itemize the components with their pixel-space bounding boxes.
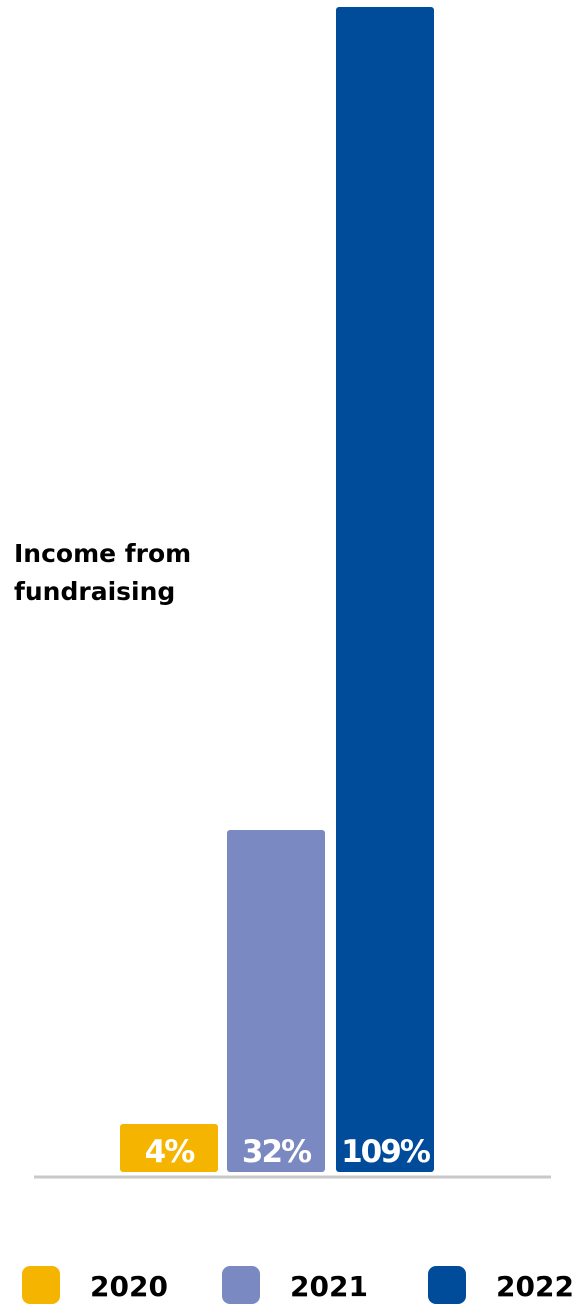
legend-label-2021: 2021 xyxy=(290,1270,368,1303)
chart-title-line-2: fundraising xyxy=(14,577,175,606)
bars: 4% 32% 109% xyxy=(120,7,434,1172)
legend-swatch-2020 xyxy=(22,1266,60,1304)
legend-label-2022: 2022 xyxy=(496,1270,574,1303)
bar-label-2021: 32% xyxy=(242,1134,312,1170)
legend: 2020 2021 2022 xyxy=(22,1266,574,1304)
legend-label-2020: 2020 xyxy=(90,1270,168,1303)
bar-2020 xyxy=(120,1124,218,1172)
legend-swatch-2022 xyxy=(428,1266,466,1304)
legend-swatch-2021 xyxy=(222,1266,260,1304)
bar-label-2020: 4% xyxy=(145,1134,196,1170)
bar-label-2022: 109% xyxy=(341,1134,431,1170)
chart-title: Income from fundraising xyxy=(14,539,191,606)
bar-2021 xyxy=(227,829,325,1172)
bar-2022 xyxy=(336,7,434,1172)
chart-title-line-1: Income from xyxy=(14,539,191,568)
